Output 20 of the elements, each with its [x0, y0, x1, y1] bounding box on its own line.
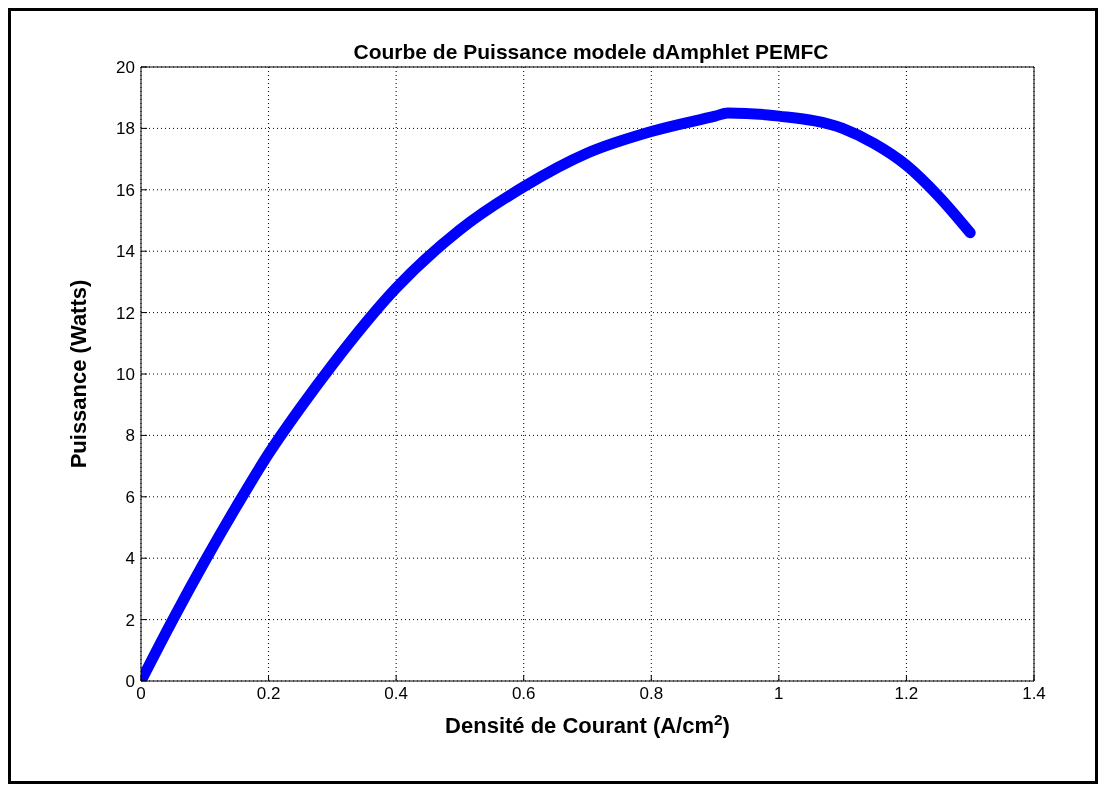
- x-tick-label: 0.8: [639, 684, 664, 704]
- x-axis-title: Densité de Courant (A/cm$^{2}$): [445, 710, 730, 738]
- y-axis-title: Puissance (Watts): [66, 279, 91, 469]
- y-tick-label: 14: [116, 242, 135, 262]
- chart-title: Courbe de Puissance modele dAmphlet PEMFC: [353, 40, 829, 63]
- y-tick-label: 8: [125, 426, 135, 446]
- y-tick-label: 2: [125, 610, 135, 630]
- y-tick-label: 10: [116, 365, 135, 385]
- y-tick-label: 12: [116, 303, 135, 323]
- y-tick-label: 18: [116, 119, 135, 139]
- x-tick-label: 1: [774, 684, 784, 704]
- x-tick-label: 0.4: [384, 684, 408, 704]
- y-tick-label: 4: [125, 549, 135, 569]
- x-tick-label: 0.6: [511, 684, 536, 704]
- y-tick-label: 6: [125, 487, 135, 507]
- x-tick-label: 1.2: [894, 684, 919, 704]
- y-tick-label: 16: [116, 180, 135, 200]
- y-tick-label: 20: [116, 58, 135, 78]
- x-tick-label: 0.2: [256, 684, 281, 704]
- x-tick-label: 1.4: [1022, 684, 1046, 704]
